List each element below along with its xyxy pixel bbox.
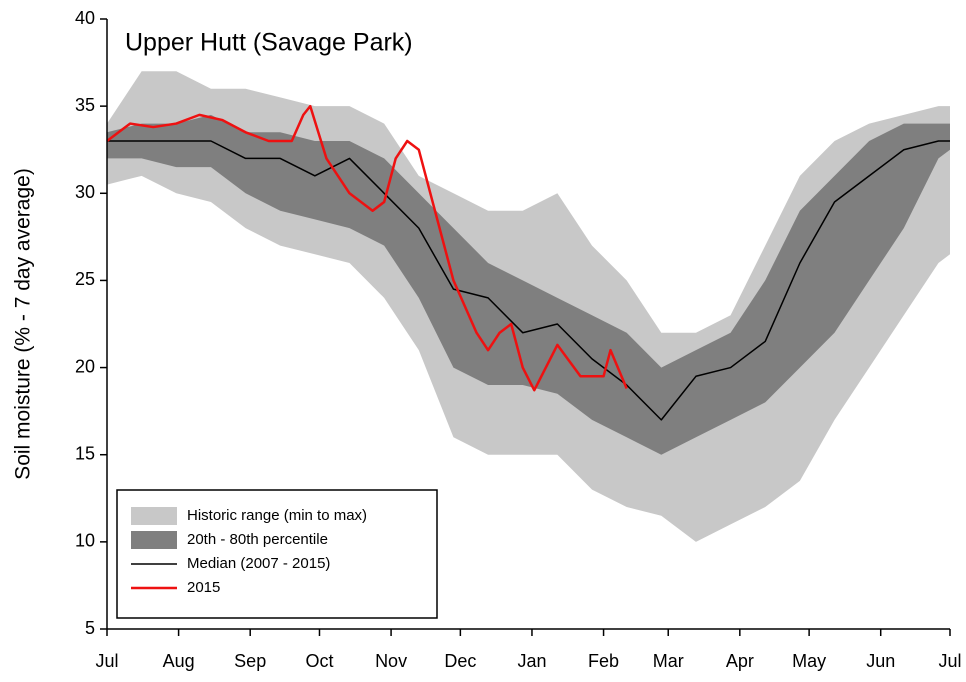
y-tick-label: 10 bbox=[75, 531, 95, 551]
x-tick-label: Jul bbox=[938, 651, 961, 671]
y-tick-label: 20 bbox=[75, 356, 95, 376]
x-tick-label: Mar bbox=[653, 651, 684, 671]
line bbox=[106, 104, 628, 392]
x-tick-label: Feb bbox=[588, 651, 619, 671]
band bbox=[107, 114, 950, 455]
line bbox=[107, 140, 950, 421]
x-tick-label: Jul bbox=[95, 651, 118, 671]
y-tick-label: 25 bbox=[75, 269, 95, 289]
x-tick-label: Jun bbox=[866, 651, 895, 671]
y-tick-label: 35 bbox=[75, 95, 95, 115]
legend-label: Median (2007 - 2015) bbox=[187, 555, 330, 572]
x-tick-label: Nov bbox=[375, 651, 407, 671]
x-tick-label: Sep bbox=[234, 651, 266, 671]
x-tick-label: Oct bbox=[305, 651, 333, 671]
plot-area bbox=[106, 71, 950, 542]
y-tick-label: 5 bbox=[85, 618, 95, 638]
legend-label: 2015 bbox=[187, 579, 220, 596]
y-tick-label: 15 bbox=[75, 443, 95, 463]
y-tick-label: 40 bbox=[75, 8, 95, 28]
y-axis-label: Soil moisture (% - 7 day average) bbox=[12, 168, 35, 480]
legend-swatch bbox=[131, 531, 177, 549]
chart-title: Upper Hutt (Savage Park) bbox=[125, 29, 413, 57]
legend-label: 20th - 80th percentile bbox=[187, 531, 328, 548]
x-tick-label: Apr bbox=[726, 651, 754, 671]
legend-label: Historic range (min to max) bbox=[187, 507, 367, 524]
x-tick-label: Aug bbox=[163, 651, 195, 671]
x-tick-label: Jan bbox=[517, 651, 546, 671]
x-tick-label: Dec bbox=[444, 651, 476, 671]
x-tick-label: May bbox=[792, 651, 826, 671]
legend-swatch bbox=[131, 507, 177, 525]
y-tick-label: 30 bbox=[75, 182, 95, 202]
